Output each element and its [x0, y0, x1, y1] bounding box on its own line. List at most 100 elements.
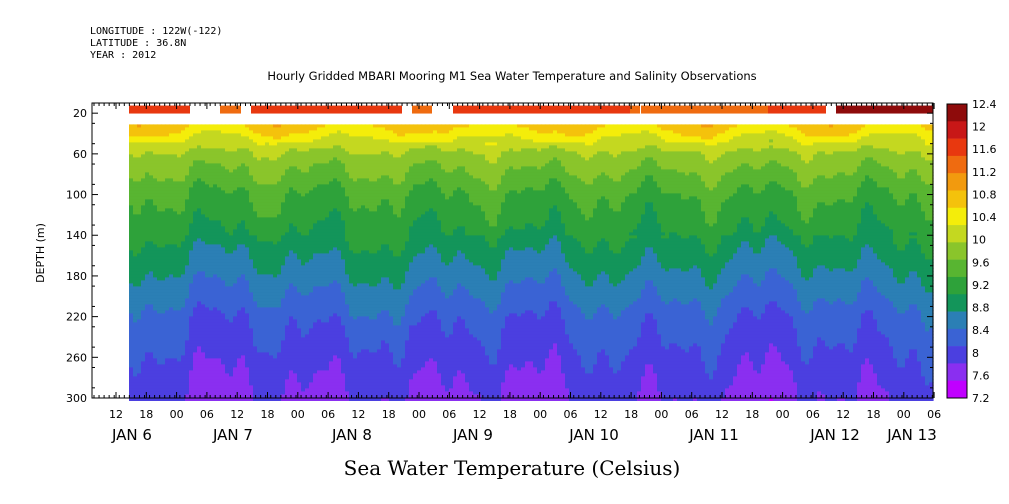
- heatmap-cell: [161, 127, 166, 131]
- heatmap-cell: [193, 250, 198, 254]
- heatmap-cell: [221, 208, 226, 212]
- heatmap-cell: [201, 385, 206, 389]
- heatmap-cell: [149, 217, 154, 221]
- heatmap-cell: [129, 295, 134, 299]
- heatmap-cell: [237, 250, 242, 254]
- heatmap-cell: [149, 259, 154, 263]
- heatmap-cell: [205, 127, 210, 131]
- heatmap-cell: [141, 265, 146, 269]
- heatmap-cell: [157, 184, 162, 188]
- heatmap-cell: [237, 370, 242, 374]
- heatmap-cell: [193, 133, 198, 137]
- heatmap-cell: [137, 292, 142, 296]
- heatmap-cell: [197, 172, 202, 176]
- heatmap-cell: [177, 169, 182, 173]
- heatmap-cell: [149, 193, 154, 197]
- heatmap-cell: [237, 151, 242, 155]
- heatmap-cell: [165, 349, 170, 353]
- heatmap-cell: [225, 316, 230, 320]
- heatmap-column: [145, 124, 150, 401]
- heatmap-cell: [229, 226, 234, 230]
- heatmap-cell: [205, 388, 210, 392]
- heatmap-cell: [157, 352, 162, 356]
- heatmap-cell: [197, 139, 202, 143]
- heatmap-cell: [165, 235, 170, 239]
- heatmap-cell: [173, 169, 178, 173]
- heatmap-cell: [169, 148, 174, 152]
- heatmap-cell: [149, 229, 154, 233]
- heatmap-cell: [241, 289, 246, 293]
- heatmap-cell: [133, 205, 138, 209]
- heatmap-cell: [169, 286, 174, 290]
- heatmap-cell: [197, 202, 202, 206]
- heatmap-cell: [161, 298, 166, 302]
- heatmap-cell: [233, 175, 238, 179]
- heatmap-cell: [173, 289, 178, 293]
- heatmap-cell: [137, 364, 142, 368]
- heatmap-cell: [177, 328, 182, 332]
- heatmap-cell: [153, 229, 158, 233]
- heatmap-cell: [173, 343, 178, 347]
- heatmap-cell: [145, 343, 150, 347]
- heatmap-cell: [177, 313, 182, 317]
- heatmap-cell: [213, 160, 218, 164]
- heatmap-cell: [141, 127, 146, 131]
- heatmap-cell: [169, 391, 174, 395]
- heatmap-cell: [153, 271, 158, 275]
- heatmap-cell: [201, 388, 206, 392]
- heatmap-cell: [169, 271, 174, 275]
- heatmap-cell: [137, 337, 142, 341]
- heatmap-cell: [225, 301, 230, 305]
- heatmap-cell: [189, 352, 194, 356]
- heatmap-cell: [189, 292, 194, 296]
- heatmap-cell: [197, 190, 202, 194]
- heatmap-cell: [217, 184, 222, 188]
- heatmap-cell: [225, 310, 230, 314]
- heatmap-cell: [233, 268, 238, 272]
- heatmap-cell: [205, 163, 210, 167]
- heatmap-column: [137, 124, 142, 401]
- heatmap-cell: [137, 367, 142, 371]
- heatmap-cell: [145, 127, 150, 131]
- heatmap-cell: [205, 241, 210, 245]
- heatmap-cell: [177, 124, 182, 128]
- heatmap-cell: [177, 202, 182, 206]
- heatmap-cell: [197, 232, 202, 236]
- heatmap-cell: [225, 319, 230, 323]
- heatmap-cell: [129, 385, 134, 389]
- heatmap-cell: [189, 199, 194, 203]
- heatmap-cell: [185, 340, 190, 344]
- heatmap-cell: [205, 310, 210, 314]
- heatmap-cell: [213, 337, 218, 341]
- heatmap-cell: [197, 379, 202, 383]
- heatmap-cell: [197, 166, 202, 170]
- heatmap-cell: [237, 223, 242, 227]
- heatmap-cell: [137, 352, 142, 356]
- heatmap-cell: [153, 154, 158, 158]
- heatmap-cell: [233, 196, 238, 200]
- heatmap-cell: [165, 259, 170, 263]
- heatmap-cell: [129, 136, 134, 140]
- heatmap-cell: [205, 202, 210, 206]
- heatmap-cell: [161, 325, 166, 329]
- heatmap-cell: [145, 235, 150, 239]
- heatmap-cell: [169, 379, 174, 383]
- heatmap-cell: [201, 133, 206, 137]
- heatmap-cell: [137, 217, 142, 221]
- heatmap-cell: [149, 310, 154, 314]
- heatmap-cell: [217, 208, 222, 212]
- heatmap-cell: [185, 376, 190, 380]
- heatmap-cell: [169, 208, 174, 212]
- heatmap-cell: [137, 130, 142, 134]
- heatmap-cell: [173, 358, 178, 362]
- heatmap-cell: [181, 352, 186, 356]
- heatmap-cell: [137, 202, 142, 206]
- heatmap-cell: [209, 208, 214, 212]
- heatmap-cell: [165, 202, 170, 206]
- heatmap-cell: [177, 394, 182, 398]
- heatmap-cell: [153, 160, 158, 164]
- heatmap-cell: [129, 361, 134, 365]
- heatmap-cell: [137, 232, 142, 236]
- heatmap-cell: [141, 283, 146, 287]
- heatmap-cell: [141, 325, 146, 329]
